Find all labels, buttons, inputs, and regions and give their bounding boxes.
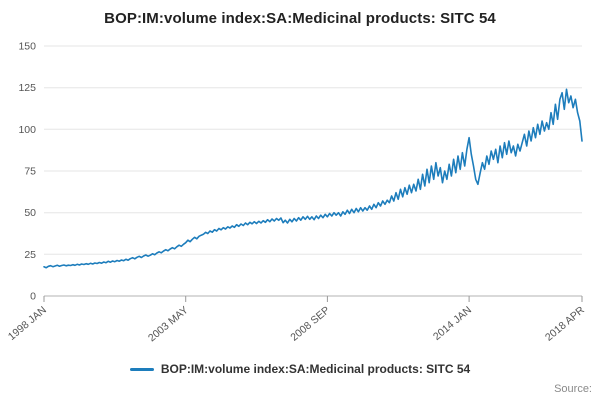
x-tick-label: 2008 SEP [288, 304, 332, 344]
chart-title: BOP:IM:volume index:SA:Medicinal product… [104, 10, 496, 27]
y-tick-label: 100 [18, 124, 36, 136]
x-tick-label: 2014 JAN [431, 304, 474, 343]
y-tick-label: 0 [30, 291, 36, 303]
legend-series-label[interactable]: BOP:IM:volume index:SA:Medicinal product… [160, 362, 471, 376]
y-tick-label: 125 [18, 82, 36, 94]
source-label: Source: [554, 383, 592, 395]
x-tick-label: 1998 JAN [6, 304, 49, 343]
legend: BOP:IM:volume index:SA:Medicinal product… [0, 362, 600, 376]
y-tick-label: 75 [24, 166, 36, 178]
series-line [43, 88, 583, 269]
legend-line-marker [129, 367, 154, 371]
x-tick-label: 2003 MAY [146, 304, 191, 344]
y-tick-label: 150 [18, 41, 36, 53]
y-tick-label: 50 [24, 207, 36, 219]
y-tick-label: 25 [24, 249, 36, 261]
x-tick-label: 2018 APR [543, 304, 587, 344]
